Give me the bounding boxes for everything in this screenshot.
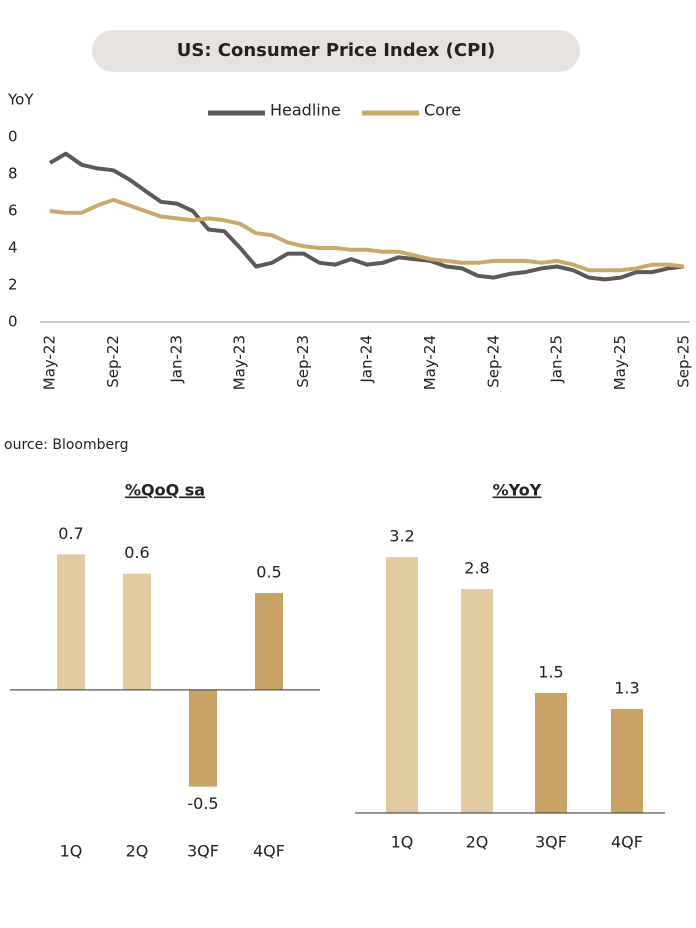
data-label: 0.6	[124, 543, 149, 562]
x-tick-label: 4QF	[611, 833, 643, 852]
chart-title: %QoQ sa	[125, 481, 205, 500]
chart-title: %YoY	[493, 481, 542, 500]
y-tick-label: 0	[8, 313, 18, 331]
y-tick-label: 0	[8, 128, 18, 146]
y-tick-label: 4	[8, 239, 18, 257]
y-tick-label: 8	[8, 165, 18, 183]
data-label: 2.8	[464, 559, 489, 578]
x-tick-label: May-25	[611, 335, 629, 390]
bar	[535, 693, 567, 813]
series-line	[49, 197, 685, 273]
bar	[386, 557, 418, 813]
data-label: 1.5	[538, 663, 563, 682]
x-tick-label: 3QF	[187, 842, 219, 861]
series-line	[48, 151, 685, 282]
data-label: 1.3	[614, 679, 639, 698]
x-tick-label: 3QF	[535, 833, 567, 852]
data-label: 0.7	[58, 524, 83, 543]
data-label: 0.5	[256, 563, 281, 582]
bar	[461, 589, 493, 813]
x-tick-label: 2Q	[126, 842, 149, 861]
bar	[611, 709, 643, 813]
data-label: -0.5	[187, 794, 218, 813]
x-tick-label: 1Q	[391, 833, 414, 852]
x-tick-label: 4QF	[253, 842, 285, 861]
x-tick-label: Jan-24	[358, 335, 376, 384]
x-tick-label: Jan-23	[167, 335, 185, 384]
x-tick-label: May-24	[421, 335, 439, 390]
data-label: 3.2	[389, 527, 414, 546]
legend-label: Core	[424, 101, 461, 120]
legend-label: Headline	[270, 101, 341, 120]
bar	[57, 554, 85, 690]
y-tick-label: 2	[8, 276, 18, 294]
y-tick-label: 6	[8, 202, 18, 220]
x-tick-label: May-22	[41, 335, 59, 390]
source: ource: Bloomberg	[4, 437, 129, 453]
x-tick-label: 2Q	[466, 833, 489, 852]
chart-title: US: Consumer Price Index (CPI)	[177, 40, 496, 61]
title-pill	[92, 30, 580, 72]
x-tick-label: Jan-25	[548, 335, 566, 384]
x-tick-label: Sep-22	[104, 335, 122, 388]
x-tick-label: Sep-25	[675, 335, 693, 388]
x-tick-label: Sep-23	[294, 335, 312, 388]
x-tick-label: 1Q	[60, 842, 83, 861]
bar	[123, 573, 151, 690]
bar	[255, 593, 283, 690]
y-axis-label: YoY	[7, 91, 34, 109]
bar	[189, 689, 217, 787]
x-tick-label: May-23	[231, 335, 249, 390]
x-tick-label: Sep-24	[484, 335, 502, 388]
